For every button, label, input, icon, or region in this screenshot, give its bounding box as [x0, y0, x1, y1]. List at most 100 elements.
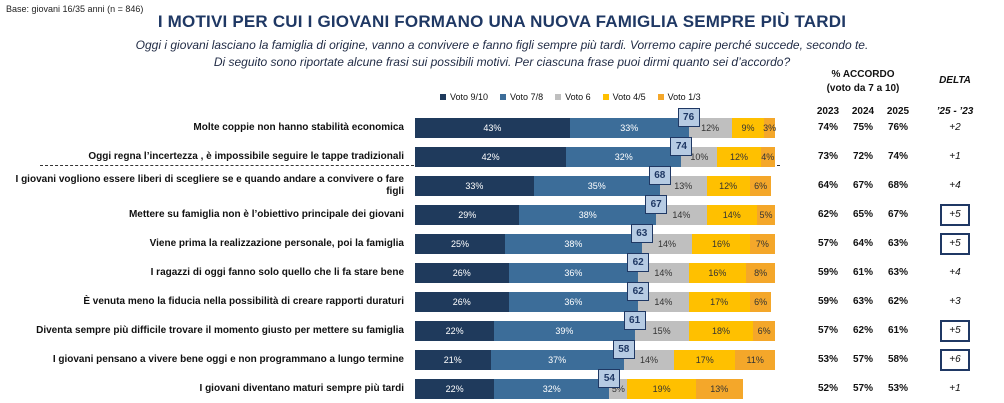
- bar-segment-voto-4-5: 14%: [706, 205, 757, 225]
- row-label: Diventa sempre più difficile trovare il …: [36, 325, 404, 336]
- row-label: I giovani vogliono essere liberi di sceg…: [15, 174, 404, 197]
- bar-segment-voto-4-5: 12%: [717, 147, 761, 167]
- bar-segment-voto-9-10: 21%: [415, 350, 491, 370]
- bar-segment-voto-7-8: 32%: [494, 379, 610, 399]
- accordo-header-line2: (voto da 7 a 10): [826, 83, 900, 94]
- bar-segment-voto-6: 14%: [638, 292, 689, 312]
- year-header-2025: 2025: [886, 106, 910, 117]
- delta-value: +5: [949, 238, 961, 249]
- accordo-value-2023: 57%: [817, 238, 838, 249]
- accordo-value-2024: 62%: [852, 325, 873, 336]
- bar-segment-voto-4-5: 12%: [706, 176, 750, 196]
- delta-value: +5: [949, 209, 961, 220]
- bar-segment-voto-7-8: 36%: [508, 263, 639, 283]
- bar-segment-voto-9-10: 22%: [415, 379, 495, 399]
- bar-segment-voto-7-8: 33%: [569, 118, 689, 138]
- delta-value: +3: [949, 296, 961, 307]
- bar-segment-voto-1-3: 11%: [735, 350, 775, 370]
- delta-value: +6: [949, 354, 961, 365]
- delta-header: DELTA: [939, 75, 971, 86]
- bar-segment-voto-4-5: 9%: [731, 118, 765, 138]
- bar-segment-voto-6: 14%: [656, 205, 707, 225]
- accordo-value-2025: 58%: [887, 354, 908, 365]
- accordo-header: % ACCORDO (voto da 7 a 10): [808, 68, 918, 96]
- accordo-value-2024: 67%: [852, 180, 873, 191]
- accordo-total-label: 61: [623, 311, 646, 330]
- accordo-value-2025: 76%: [887, 122, 908, 133]
- accordo-value-2024: 61%: [852, 267, 873, 278]
- accordo-total-label: 67: [645, 195, 668, 214]
- delta-value: +4: [949, 267, 961, 278]
- row-label: Molte coppie non hanno stabilità economi…: [193, 122, 404, 133]
- accordo-total-label: 58: [612, 340, 635, 359]
- accordo-value-2024: 57%: [852, 354, 873, 365]
- accordo-value-2025: 62%: [887, 296, 908, 307]
- row-label: I giovani pensano a vivere bene oggi e n…: [52, 354, 404, 365]
- bar-segment-voto-4-5: 18%: [688, 321, 754, 341]
- legend-label: Voto 4/5: [612, 92, 646, 102]
- row-label: Viene prima la realizzazione personale, …: [149, 238, 404, 249]
- bar-segment-voto-4-5: 19%: [627, 379, 696, 399]
- bar-segment-voto-1-3: 7%: [749, 234, 775, 254]
- bar-segment-voto-1-3: 4%: [760, 147, 775, 167]
- legend-swatch: [657, 94, 664, 100]
- row-label: È venuta meno la fiducia nella possibili…: [83, 296, 404, 307]
- accordo-value-2023: 74%: [817, 122, 838, 133]
- separator-line: [40, 165, 780, 166]
- accordo-total-label: 62: [627, 282, 650, 301]
- accordo-value-2024: 63%: [852, 296, 873, 307]
- bar-segment-voto-1-3: 13%: [695, 379, 743, 399]
- accordo-value-2023: 59%: [817, 296, 838, 307]
- delta-value: +1: [949, 383, 961, 394]
- row-label: I giovani diventano maturi sempre più ta…: [199, 383, 404, 394]
- bar-segment-voto-6: 14%: [641, 234, 693, 254]
- accordo-value-2023: 57%: [817, 325, 838, 336]
- accordo-value-2025: 61%: [887, 325, 908, 336]
- legend-item-voto-9-10: Voto 9/10: [440, 92, 488, 102]
- bar-segment-voto-6: 14%: [623, 350, 675, 370]
- legend-item-voto-6: Voto 6: [555, 92, 591, 102]
- chart-subtitle-2: Di seguito sono riportate alcune frasi s…: [213, 55, 791, 69]
- bar-segment-voto-9-10: 26%: [415, 263, 509, 283]
- bar-segment-voto-1-3: 6%: [749, 176, 772, 196]
- accordo-value-2023: 59%: [817, 267, 838, 278]
- bar-segment-voto-7-8: 32%: [566, 147, 682, 167]
- accordo-total-label: 62: [627, 253, 650, 272]
- delta-value: +2: [949, 122, 961, 133]
- bar-segment-voto-7-8: 37%: [490, 350, 624, 370]
- row-label: I ragazzi di oggi fanno solo quello che …: [150, 267, 404, 278]
- bar-segment-voto-1-3: 8%: [746, 263, 775, 283]
- delta-value: +1: [949, 151, 961, 162]
- accordo-value-2025: 53%: [887, 383, 908, 394]
- year-header-2023: 2023: [816, 106, 840, 117]
- legend-label: Voto 7/8: [510, 92, 544, 102]
- accordo-value-2024: 57%: [852, 383, 873, 394]
- legend-item-voto-4-5: Voto 4/5: [602, 92, 646, 102]
- delta-value: +4: [949, 180, 961, 191]
- accordo-value-2024: 64%: [852, 238, 873, 249]
- year-header-2024: 2024: [851, 106, 875, 117]
- accordo-value-2024: 65%: [852, 209, 873, 220]
- accordo-total-label: 76: [677, 108, 700, 127]
- accordo-value-2025: 67%: [887, 209, 908, 220]
- accordo-header-line1: % ACCORDO: [831, 69, 895, 80]
- accordo-total-label: 68: [648, 166, 671, 185]
- bar-segment-voto-4-5: 16%: [688, 263, 747, 283]
- row-label: Mettere su famiglia non è l’obiettivo pr…: [128, 209, 404, 220]
- legend-item-voto-1-3: Voto 1/3: [657, 92, 701, 102]
- accordo-value-2025: 74%: [887, 151, 908, 162]
- legend-label: Voto 1/3: [667, 92, 701, 102]
- accordo-value-2024: 75%: [852, 122, 873, 133]
- bar-segment-voto-9-10: 43%: [415, 118, 570, 138]
- bar-segment-voto-9-10: 29%: [415, 205, 520, 225]
- bar-segment-voto-9-10: 42%: [415, 147, 567, 167]
- bar-segment-voto-9-10: 33%: [415, 176, 534, 196]
- accordo-value-2024: 72%: [852, 151, 873, 162]
- bar-segment-voto-9-10: 26%: [415, 292, 509, 312]
- legend-item-voto-7-8: Voto 7/8: [500, 92, 543, 102]
- bar-segment-voto-6: 14%: [638, 263, 689, 283]
- bar-segment-voto-1-3: 5%: [757, 205, 775, 225]
- chart-title: I MOTIVI PER CUI I GIOVANI FORMANO UNA N…: [157, 12, 847, 31]
- accordo-total-label: 54: [598, 369, 621, 388]
- bar-segment-voto-4-5: 16%: [692, 234, 750, 254]
